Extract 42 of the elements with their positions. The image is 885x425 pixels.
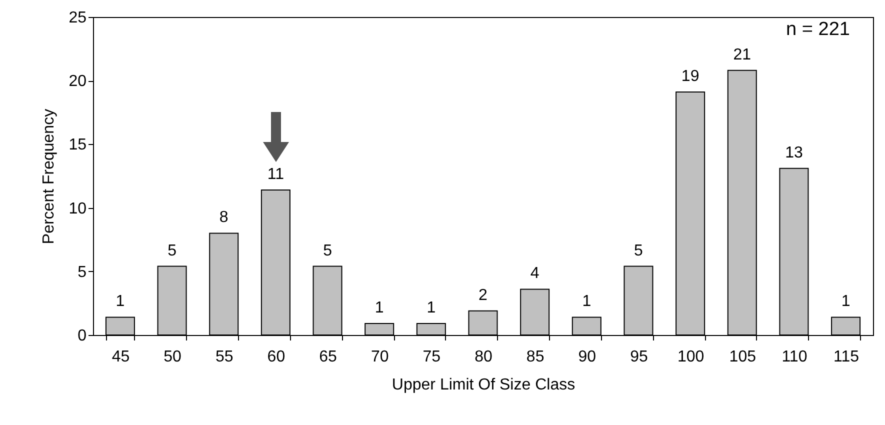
data-label: 1 xyxy=(841,293,850,310)
y-tick-label: 15 xyxy=(68,136,87,154)
bar xyxy=(676,92,706,336)
x-tick-label: 65 xyxy=(319,348,338,366)
data-label: 1 xyxy=(582,293,592,310)
x-axis-title: Upper Limit Of Size Class xyxy=(392,376,576,394)
x-tick-label: 50 xyxy=(164,348,182,366)
data-label: 5 xyxy=(323,242,332,260)
annotation: n = 221 xyxy=(786,19,850,40)
y-tick-label: 0 xyxy=(78,328,87,344)
data-label: 1 xyxy=(116,293,125,310)
x-tick-label: 105 xyxy=(729,348,756,366)
x-tick-label: 55 xyxy=(215,348,234,366)
data-label: 11 xyxy=(267,166,284,183)
x-tick-label: 80 xyxy=(474,348,492,366)
x-tick-label: 115 xyxy=(834,348,860,366)
x-tick-label: 45 xyxy=(112,348,130,366)
x-tick-label: 100 xyxy=(677,348,704,366)
y-axis-title: Percent Frequency xyxy=(40,108,58,244)
data-label: 13 xyxy=(785,144,803,162)
y-tick-label: 20 xyxy=(68,73,87,90)
data-label: 4 xyxy=(530,265,540,282)
y-tick-label: 10 xyxy=(68,200,87,218)
y-tick-label: 5 xyxy=(78,264,87,281)
data-label: 5 xyxy=(168,242,177,260)
x-tick-label: 85 xyxy=(526,348,544,366)
data-label: 1 xyxy=(426,300,436,317)
data-label: 19 xyxy=(681,68,700,86)
data-label: 8 xyxy=(219,209,228,226)
data-label: 1 xyxy=(374,300,384,317)
x-tick-label: 75 xyxy=(422,348,441,366)
x-tick-label: 60 xyxy=(267,348,286,366)
data-label: 21 xyxy=(733,46,752,64)
x-tick-label: 70 xyxy=(370,348,389,366)
data-label: 2 xyxy=(478,286,488,304)
x-tick-label: 90 xyxy=(578,348,596,366)
data-label: 5 xyxy=(634,242,644,260)
x-tick-label: 110 xyxy=(782,348,808,366)
y-tick-label: 25 xyxy=(68,10,87,26)
bar xyxy=(624,266,654,336)
bar xyxy=(364,323,394,336)
x-tick-label: 95 xyxy=(630,348,648,366)
